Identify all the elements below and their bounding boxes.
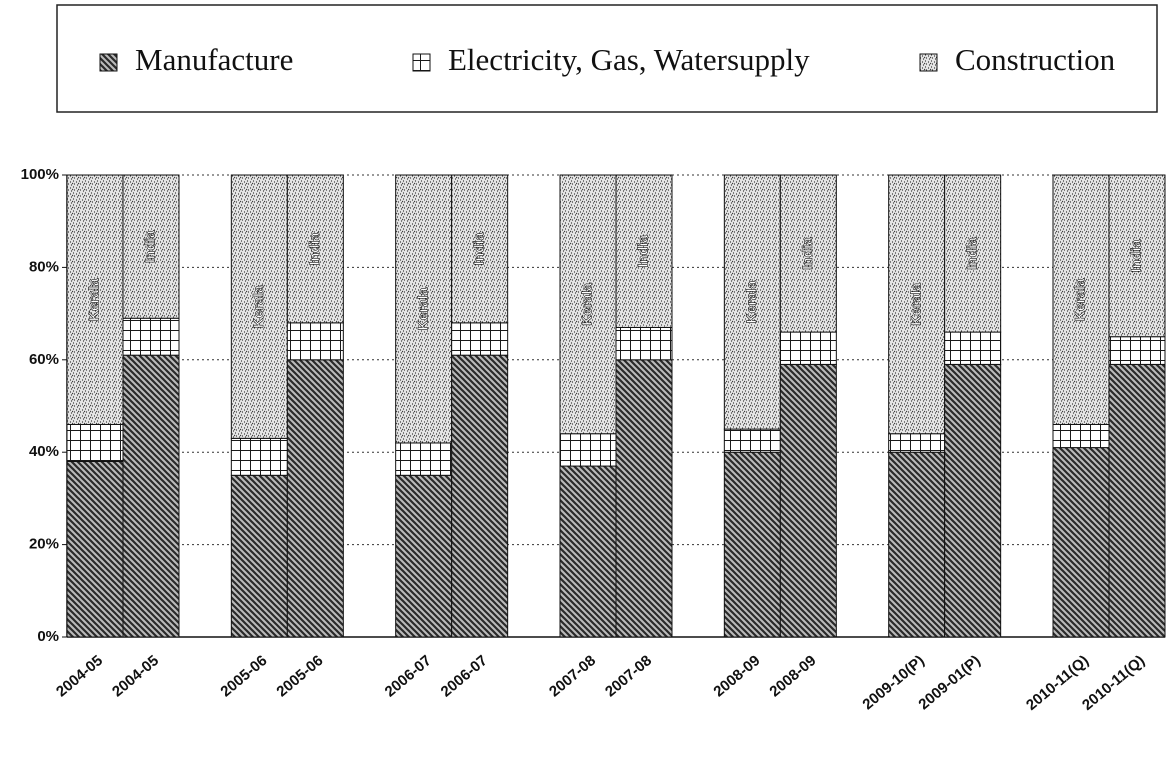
legend-marker bbox=[99, 53, 118, 72]
bar-segment bbox=[779, 331, 837, 365]
bar-segment bbox=[559, 174, 617, 435]
bar-label: Kerala bbox=[579, 283, 595, 326]
legend-marker bbox=[919, 53, 938, 72]
bar-segment bbox=[66, 460, 124, 638]
x-tick-label: 2008-09 bbox=[710, 652, 763, 700]
bar-segment bbox=[230, 437, 288, 476]
bar-segment bbox=[395, 442, 453, 476]
bar-segment bbox=[451, 174, 509, 324]
bar-segment bbox=[230, 474, 288, 638]
bar-segment bbox=[1108, 336, 1166, 365]
bar-segment bbox=[615, 359, 673, 638]
bar-segment bbox=[615, 326, 673, 361]
x-tick-label: 2010-11(Q) bbox=[1079, 652, 1148, 714]
bar-segment bbox=[888, 433, 946, 453]
bar-segment bbox=[944, 363, 1002, 638]
bar-label: India bbox=[635, 235, 651, 268]
bar-segment bbox=[1052, 174, 1110, 425]
x-tick-label: 2006-07 bbox=[438, 652, 491, 700]
legend-label: Electricity, Gas, Watersupply bbox=[448, 42, 810, 77]
bar-segment bbox=[723, 428, 781, 453]
bar-segment bbox=[66, 423, 124, 462]
y-tick-label: 40% bbox=[29, 443, 59, 460]
bar-segment bbox=[888, 451, 946, 638]
bar-segment bbox=[1052, 447, 1110, 638]
bar-segment bbox=[779, 174, 837, 333]
bar-segment bbox=[286, 322, 344, 361]
bar-label: India bbox=[963, 237, 979, 270]
bar-segment bbox=[1108, 174, 1166, 338]
bar-segment bbox=[1108, 363, 1166, 638]
bar-label: Kerala bbox=[86, 278, 102, 321]
legend-label: Construction bbox=[955, 42, 1116, 77]
bar-segment bbox=[230, 174, 288, 439]
bar-label: Kerala bbox=[1072, 278, 1088, 321]
bar-segment bbox=[944, 174, 1002, 333]
y-tick-label: 80% bbox=[29, 258, 59, 275]
bar-segment bbox=[122, 174, 180, 319]
bar-segment bbox=[122, 354, 180, 638]
x-tick-label: 2006-07 bbox=[382, 652, 435, 700]
bar-label: India bbox=[470, 232, 486, 265]
bar-label: India bbox=[799, 237, 815, 270]
bar-segment bbox=[286, 174, 344, 324]
x-tick-label: 2005-06 bbox=[217, 652, 270, 700]
bar-segment bbox=[122, 317, 180, 356]
bar-segment bbox=[888, 174, 946, 435]
bar-segment bbox=[451, 322, 509, 356]
bar-segment bbox=[395, 474, 453, 638]
y-tick-label: 20% bbox=[29, 536, 59, 553]
bar-segment bbox=[559, 465, 617, 638]
bar-segment bbox=[723, 451, 781, 638]
x-tick-label: 2008-09 bbox=[766, 652, 819, 700]
x-tick-label: 2004-05 bbox=[53, 652, 106, 700]
bar-segment bbox=[779, 363, 837, 638]
x-tick-label: 2007-08 bbox=[602, 652, 655, 700]
bar-label: Kerala bbox=[250, 285, 266, 328]
bar-label: India bbox=[1128, 239, 1144, 272]
x-tick-label: 2009-01(P) bbox=[915, 652, 983, 713]
x-tick-label: 2004-05 bbox=[109, 652, 162, 700]
y-tick-label: 100% bbox=[21, 166, 59, 183]
bar-segment bbox=[615, 174, 673, 328]
bar-segment bbox=[944, 331, 1002, 365]
bar-label: India bbox=[142, 230, 158, 263]
bar-label: Kerala bbox=[907, 283, 923, 326]
bar-segment bbox=[286, 359, 344, 638]
bar-segment bbox=[451, 354, 509, 638]
bar-segment bbox=[559, 433, 617, 467]
y-tick-label: 60% bbox=[29, 351, 59, 368]
bar-label: Kerala bbox=[414, 287, 430, 330]
x-tick-label: 2005-06 bbox=[273, 652, 326, 700]
bar-label: Kerala bbox=[743, 280, 759, 323]
legend-marker bbox=[412, 53, 431, 72]
bar-segment bbox=[395, 174, 453, 444]
legend-label: Manufacture bbox=[135, 42, 293, 77]
legend-box bbox=[56, 4, 1158, 113]
bar-segment bbox=[1052, 423, 1110, 449]
y-tick-label: 0% bbox=[37, 628, 59, 645]
bar-segment bbox=[66, 174, 124, 425]
bar-label: India bbox=[306, 232, 322, 265]
x-tick-label: 2007-08 bbox=[546, 652, 599, 700]
